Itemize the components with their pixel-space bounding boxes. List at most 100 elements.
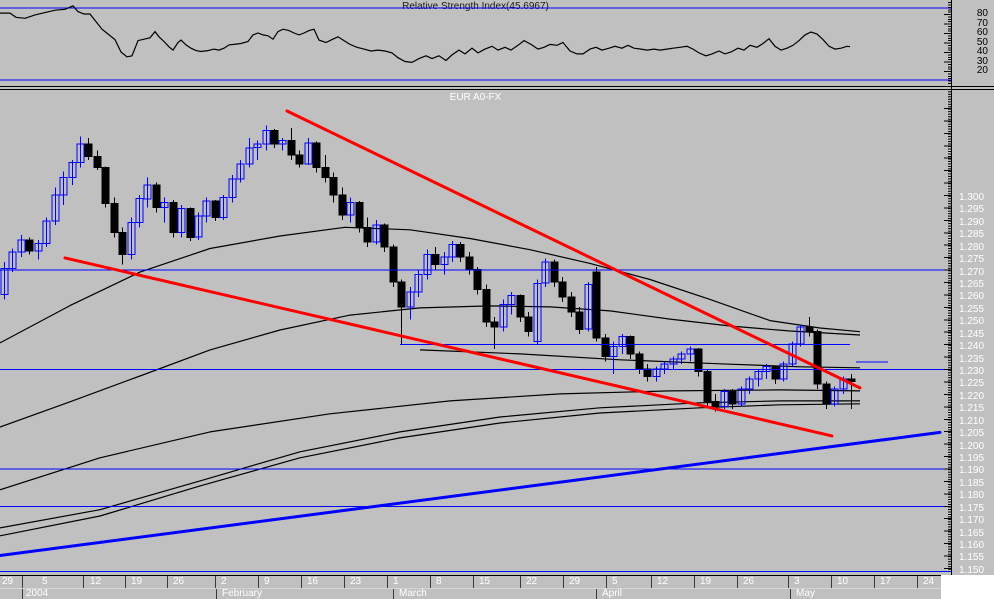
price-tick-label: 1.175 [959,502,985,514]
candle-up [202,200,211,217]
day-label: 9 [264,576,270,587]
month-label: March [399,588,427,599]
candle-up [127,221,136,256]
month-separator [393,589,394,599]
candle-up [686,348,695,355]
price-tick-label: 1.260 [959,291,985,303]
day-tick [22,576,23,588]
candle-down [592,271,601,339]
price-tick-label: 1.295 [959,204,985,216]
candle-down [287,139,296,156]
candle-down [152,184,161,208]
candle-up [584,284,593,330]
rsi-tick-label: 20 [976,65,988,76]
rising-support-blue[interactable] [0,430,942,557]
day-tick [215,576,216,588]
candle-up [779,363,788,380]
candle-up [228,178,237,199]
candle-up [762,366,771,372]
candle-up [440,256,449,266]
price-panel-title: EUR A0-FX [449,92,502,103]
day-tick [473,576,474,588]
candle-up [541,261,550,284]
day-label: 17 [880,576,892,587]
candle-down [771,366,780,380]
candle-down [822,383,831,405]
candle-down [813,331,822,385]
price-tick-label: 1.265 [959,279,985,290]
candle-up [533,282,542,343]
candle-up [177,208,186,233]
candle-down [550,261,559,283]
candle-up [68,162,77,179]
candle-up [448,244,457,258]
candle-down [270,129,279,145]
candle-up [262,129,271,145]
day-label: 16 [307,576,319,587]
candle-down [25,239,34,252]
candle-up [17,239,26,253]
day-label: 10 [837,576,849,587]
price-tick-label: 1.240 [959,341,985,353]
candle-up [499,303,508,328]
day-label: 24 [923,576,935,587]
lower-channel-red[interactable] [63,256,834,438]
candle-up [143,184,152,200]
upper-channel-red[interactable] [285,109,862,390]
day-tick [387,576,388,588]
candle-down [524,316,533,333]
candle-down [431,254,440,266]
candle-down [186,208,195,238]
candle-up [160,202,169,208]
price-tick-label: 1.290 [959,216,985,228]
day-tick [737,576,738,588]
candle-down [321,167,330,179]
day-label: 29 [569,576,581,587]
price-plot-area[interactable] [0,90,994,575]
price-tick-label: 1.190 [959,465,985,477]
rsi-plot-area[interactable] [0,0,994,90]
candle-down [295,154,304,165]
candle-down [380,224,389,248]
candle-down [338,194,347,216]
day-label: 19 [700,576,712,587]
candle-down [211,200,220,218]
day-label: 12 [90,576,102,587]
price-tick-label: 1.165 [959,527,985,539]
candle-down [635,353,644,370]
day-label: 5 [612,576,618,587]
candle-down [169,202,178,233]
candle-up [406,291,415,308]
day-label: 22 [526,576,538,587]
day-tick [917,576,918,588]
candle-up [59,177,68,196]
day-tick [874,576,875,588]
candle-up [414,274,423,293]
price-tick-label: 1.300 [959,192,985,203]
price-tick-label: 1.185 [959,477,985,489]
candle-up [372,224,381,243]
candle-up [830,388,839,405]
day-label: 23 [350,576,362,587]
day-tick [301,576,302,588]
price-tick-label: 1.220 [959,390,985,402]
candle-up [278,139,287,145]
day-label: 26 [743,576,755,587]
candle-down [84,143,93,157]
candle-up [677,353,686,360]
price-tick-label: 1.235 [959,353,985,365]
day-tick [258,576,259,588]
candle-down [626,336,635,355]
month-separator [22,589,23,599]
day-tick [831,576,832,588]
rsi-panel: Relative Strength Index(45.6967) 80 70 60 5… [0,0,994,90]
day-label: 2 [221,576,227,587]
day-label: 19 [131,576,143,587]
month-label: February [222,588,263,599]
candle-down [516,295,525,318]
rsi-tick-label: 80 [976,8,988,19]
price-panel: EUR A0-FX 1.300 1.295 1.290 1.285 1.280 1.275… [0,90,994,599]
day-tick [125,576,126,588]
candle-down [558,281,567,298]
